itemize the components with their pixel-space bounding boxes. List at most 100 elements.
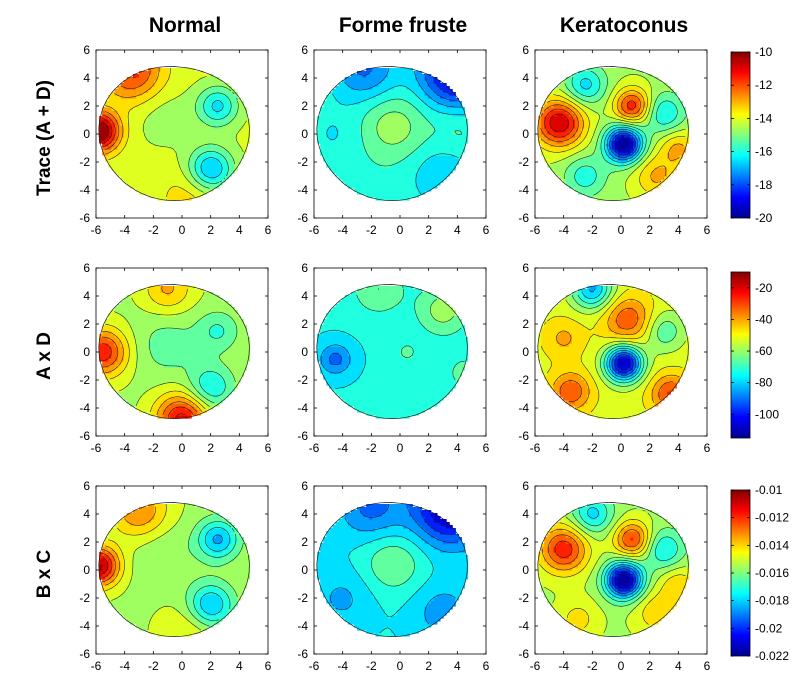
contour-cell	[240, 110, 245, 114]
contour-cell	[135, 146, 140, 150]
contour-cell	[172, 68, 177, 72]
contour-cell	[243, 143, 248, 147]
contour-cell	[117, 110, 122, 114]
contour-cell	[132, 77, 137, 81]
contour-cell	[120, 89, 125, 93]
contour-cell	[175, 197, 180, 201]
contour-cell	[237, 161, 241, 165]
contour-cell	[117, 167, 122, 171]
contour-cell	[212, 101, 217, 105]
contour-cell	[132, 176, 137, 180]
contour-cell	[212, 158, 217, 162]
contour-cell	[172, 104, 177, 108]
contour-cell	[108, 149, 112, 153]
contour-cell	[129, 158, 134, 162]
contour-cell	[166, 185, 171, 189]
contour-cell	[172, 101, 177, 105]
contour-cell	[191, 80, 195, 84]
contour-cell	[215, 164, 220, 168]
contour-cell	[120, 131, 125, 135]
contour-cell	[185, 104, 189, 108]
contour-cell	[145, 107, 149, 111]
contour-cell	[212, 140, 217, 144]
contour-cell	[126, 170, 131, 174]
contour-cell	[194, 92, 198, 96]
contour-cell	[105, 128, 109, 132]
contour-cell	[209, 92, 214, 96]
contour-cell	[142, 104, 146, 108]
contour-cell	[188, 146, 192, 150]
contour-cell	[139, 152, 143, 156]
contour-cell	[175, 77, 180, 81]
contour-cell	[221, 152, 226, 156]
contour-cell	[209, 155, 214, 159]
contour-cell	[135, 143, 140, 147]
contour-cell	[145, 125, 149, 129]
contour-cell	[169, 131, 174, 135]
contour-cell	[188, 179, 192, 183]
contour-cell	[111, 155, 116, 159]
contour-cell	[172, 98, 177, 102]
contour-cell	[129, 167, 134, 171]
column-title-forme-fruste: Forme fruste	[339, 14, 467, 37]
contour-cell	[209, 95, 214, 99]
contour-cell	[169, 182, 174, 186]
contour-cell	[218, 95, 223, 99]
contour-cell	[102, 146, 106, 150]
contour-cell	[231, 125, 235, 129]
contour-cell	[218, 176, 223, 180]
contour-cell	[194, 191, 198, 195]
contour-cell	[175, 104, 180, 108]
contour-cell	[145, 155, 149, 159]
contour-cell	[160, 89, 165, 93]
contour-cell	[160, 98, 165, 102]
contour-cell	[178, 164, 183, 168]
contour-cell	[148, 80, 152, 84]
contour-cell	[225, 104, 229, 108]
contour-cell	[132, 137, 137, 141]
contour-cell	[175, 134, 180, 138]
contour-cell	[175, 119, 180, 123]
contour-cell	[188, 140, 192, 144]
contour-cell	[237, 149, 241, 153]
contour-cell	[225, 146, 229, 150]
contour-cell	[139, 164, 143, 168]
contour-cell	[191, 155, 195, 159]
contour-cell	[169, 179, 174, 183]
contour-cell	[142, 107, 146, 111]
contour-cell	[135, 95, 140, 99]
contour-cell	[157, 122, 162, 126]
contour-cell	[178, 146, 183, 150]
contour-cell	[163, 155, 168, 159]
contour-cell	[163, 167, 168, 171]
contour-cell	[169, 170, 174, 174]
contour-cell	[154, 83, 159, 87]
contour-cell	[206, 179, 211, 183]
contour-cell	[206, 152, 211, 156]
contour-cell	[123, 116, 128, 120]
contour-cell	[197, 119, 202, 123]
contour-cell	[194, 182, 198, 186]
contour-cell	[157, 191, 162, 195]
contour-cell	[123, 128, 128, 132]
contour-cell	[132, 98, 137, 102]
contour-cell	[178, 101, 183, 105]
contour-cell	[246, 137, 251, 141]
contour-cell	[169, 104, 174, 108]
contour-cell	[139, 98, 143, 102]
contour-cell	[221, 134, 226, 138]
contour-cell	[139, 182, 143, 186]
contour-cell	[135, 158, 140, 162]
contour-cell	[108, 128, 112, 132]
contour-cell	[178, 110, 183, 114]
contour-cell	[234, 98, 238, 102]
contour-cell	[237, 104, 241, 108]
contour-cell	[178, 197, 183, 201]
contour-cell	[209, 119, 214, 123]
contour-cell	[166, 74, 171, 78]
contour-cell	[120, 170, 125, 174]
contour-cell	[197, 95, 202, 99]
contour-cell	[157, 170, 162, 174]
contour-cell	[206, 131, 211, 135]
contour-cell	[145, 185, 149, 189]
